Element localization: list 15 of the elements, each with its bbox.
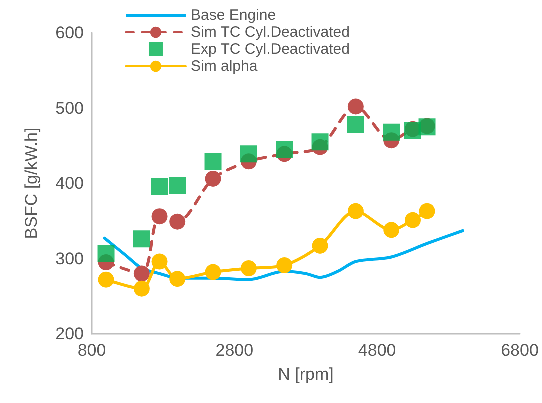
y-tick-label: 200	[56, 324, 84, 344]
x-axis-title: N [rpm]	[278, 365, 334, 384]
x-tick-label: 800	[78, 341, 106, 360]
y-tick-label: 500	[56, 98, 84, 118]
legend-label: Sim alpha	[191, 58, 258, 75]
x-tick-label: 4800	[358, 341, 396, 360]
legend-label: Exp TC Cyl.Deactivated	[191, 41, 350, 58]
y-tick-label: 600	[56, 24, 84, 42]
y-tick-label: 300	[56, 249, 84, 268]
legend-label: Base Engine	[191, 7, 276, 24]
x-tick-label: 6800	[501, 341, 539, 360]
legend-label: Sim TC Cyl.Deactivated	[191, 24, 350, 41]
y-axis-title: BSFC [g/kW.h]	[22, 128, 41, 240]
y-tick-label: 400	[56, 174, 84, 193]
x-tick-label: 2800	[216, 341, 254, 360]
